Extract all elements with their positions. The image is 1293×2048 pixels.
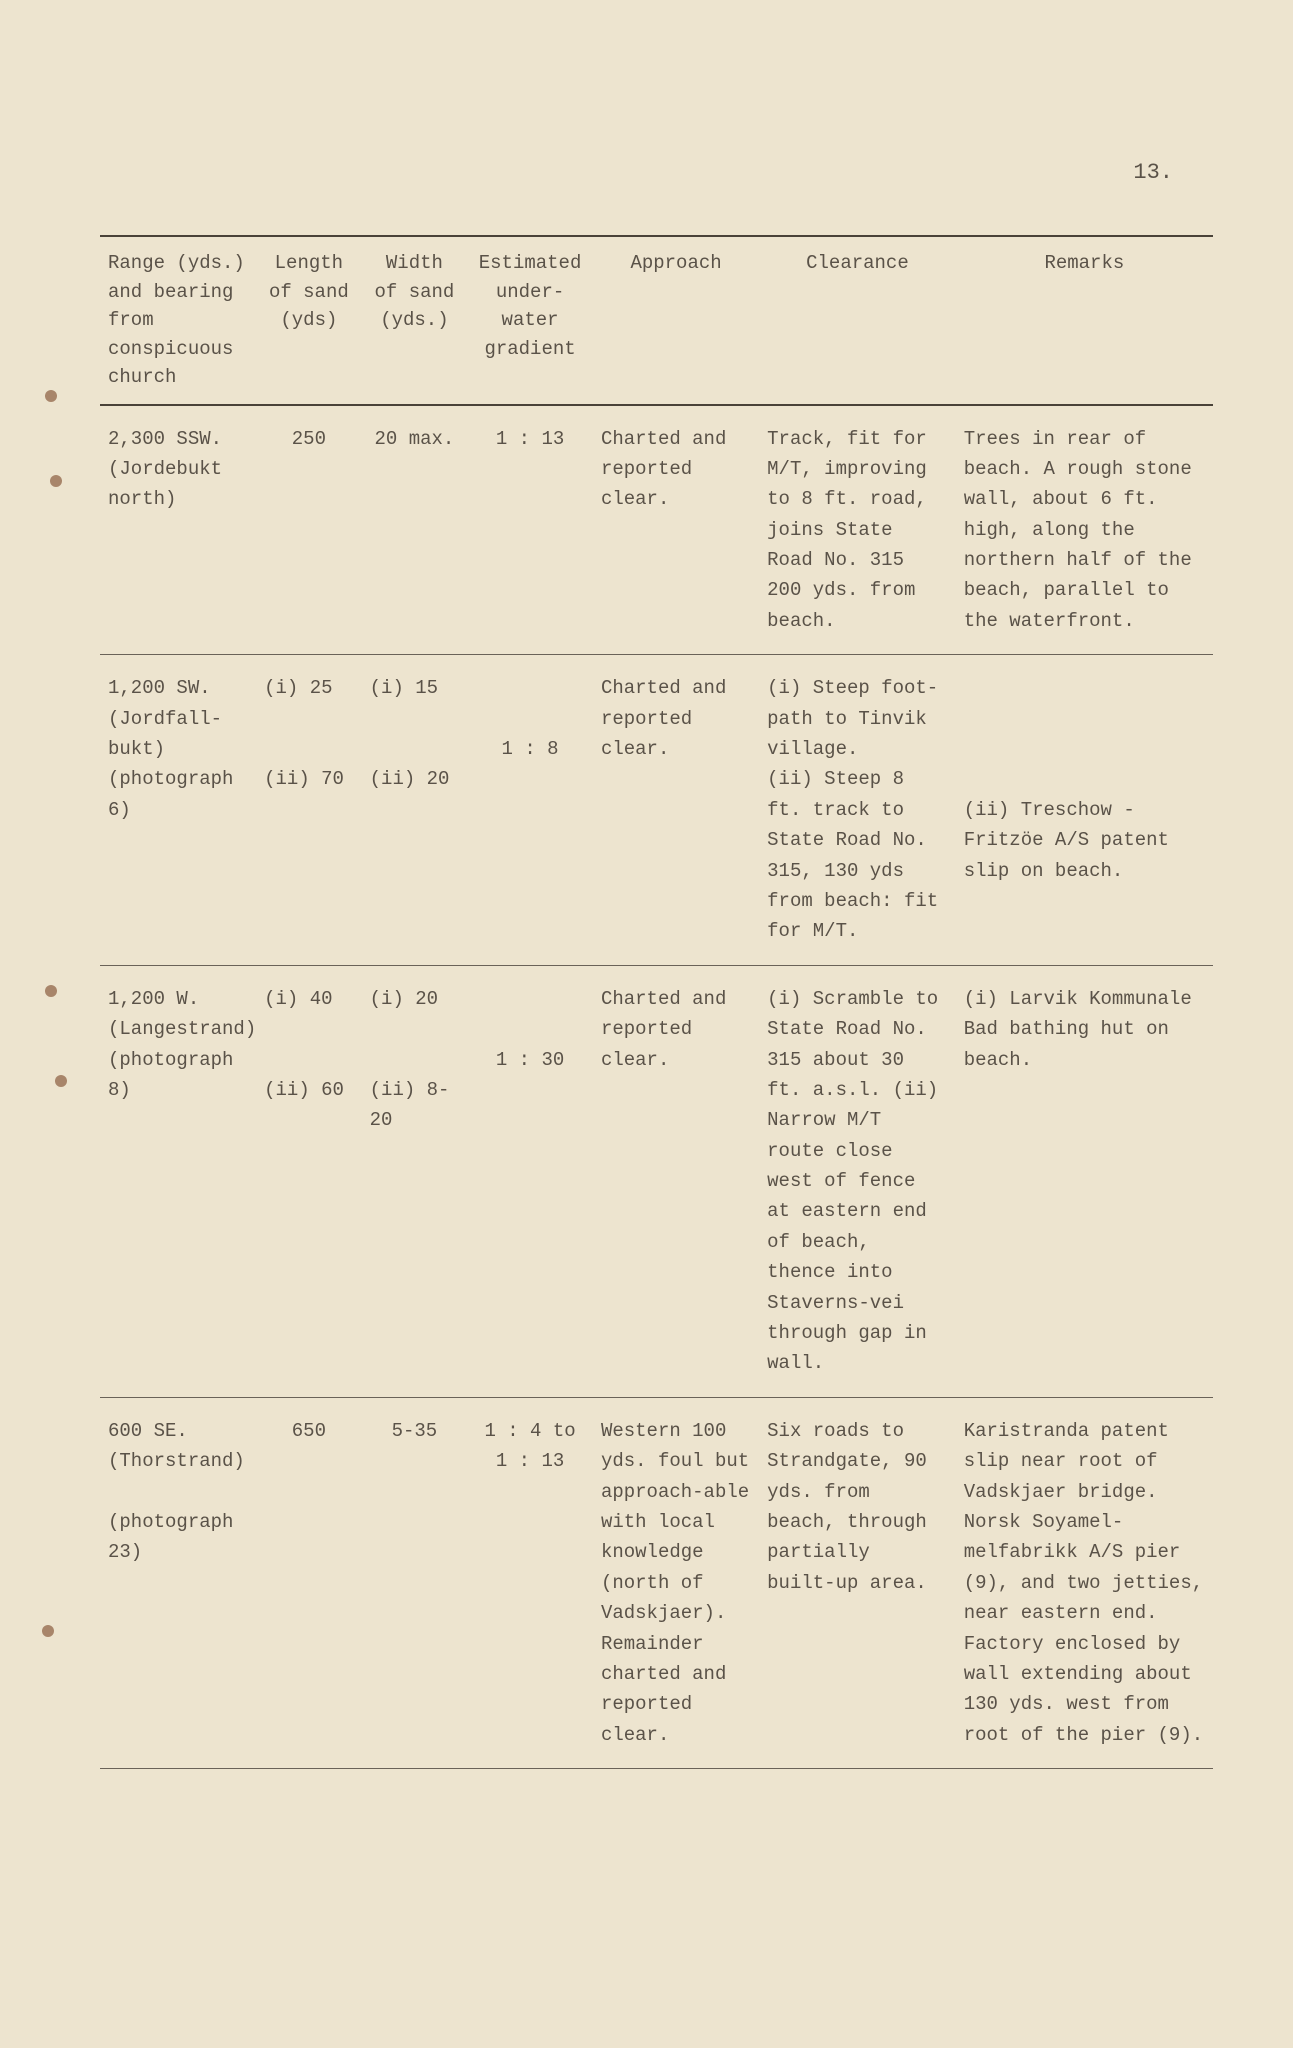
header-range: Range (yds.) and bearing from conspicuou… <box>100 236 256 405</box>
cell-width: 20 max. <box>362 405 468 655</box>
cell-width: 5-35 <box>362 1397 468 1768</box>
hole-punch-mark <box>55 1075 67 1087</box>
hole-punch-mark <box>42 1625 54 1637</box>
cell-range: 600 SE. (Thorstrand) (photograph 23) <box>100 1397 256 1768</box>
document-page: 13. Range (yds.) and bearing from conspi… <box>0 0 1293 2048</box>
cell-clearance: (i) Scramble to State Road No. 315 about… <box>759 965 956 1397</box>
header-clearance: Clearance <box>759 236 956 405</box>
cell-clearance: Track, fit for M/T, improving to 8 ft. r… <box>759 405 956 655</box>
cell-length: (i) 40 (ii) 60 <box>256 965 362 1397</box>
header-remarks: Remarks <box>956 236 1213 405</box>
cell-width: (i) 15 (ii) 20 <box>362 655 468 966</box>
cell-range: 1,200 SW. (Jordfall-bukt) (photograph 6) <box>100 655 256 966</box>
cell-gradient: 1 : 8 <box>467 655 593 966</box>
cell-remarks: (ii) Treschow - Fritzöe A/S patent slip … <box>956 655 1213 966</box>
cell-remarks: Trees in rear of beach. A rough stone wa… <box>956 405 1213 655</box>
header-length: Length of sand (yds) <box>256 236 362 405</box>
cell-length: 650 <box>256 1397 362 1768</box>
cell-range: 1,200 W. (Langestrand) (photograph 8) <box>100 965 256 1397</box>
cell-remarks: (i) Larvik Kommunale Bad bathing hut on … <box>956 965 1213 1397</box>
cell-approach: Charted and reported clear. <box>593 405 759 655</box>
table-body: 2,300 SSW. (Jordebukt north) 250 20 max.… <box>100 405 1213 1769</box>
cell-gradient: 1 : 30 <box>467 965 593 1397</box>
cell-gradient: 1 : 4 to 1 : 13 <box>467 1397 593 1768</box>
table-row: 2,300 SSW. (Jordebukt north) 250 20 max.… <box>100 405 1213 655</box>
cell-clearance: (i) Steep foot-path to Tinvik village. (… <box>759 655 956 966</box>
hole-punch-mark <box>45 390 57 402</box>
beach-data-table: Range (yds.) and bearing from conspicuou… <box>100 235 1213 1769</box>
header-gradient: Estimated under-water gradient <box>467 236 593 405</box>
header-approach: Approach <box>593 236 759 405</box>
cell-length: 250 <box>256 405 362 655</box>
hole-punch-mark <box>45 985 57 997</box>
cell-gradient: 1 : 13 <box>467 405 593 655</box>
cell-clearance: Six roads to Strandgate, 90 yds. from be… <box>759 1397 956 1768</box>
hole-punch-mark <box>50 475 62 487</box>
table-row: 1,200 W. (Langestrand) (photograph 8) (i… <box>100 965 1213 1397</box>
table-header-row: Range (yds.) and bearing from conspicuou… <box>100 236 1213 405</box>
page-number: 13. <box>100 60 1213 185</box>
table-row: 600 SE. (Thorstrand) (photograph 23) 650… <box>100 1397 1213 1768</box>
cell-approach: Western 100 yds. foul but approach-able … <box>593 1397 759 1768</box>
cell-length: (i) 25 (ii) 70 <box>256 655 362 966</box>
cell-approach: Charted and reported clear. <box>593 655 759 966</box>
cell-range: 2,300 SSW. (Jordebukt north) <box>100 405 256 655</box>
cell-approach: Charted and reported clear. <box>593 965 759 1397</box>
cell-remarks: Karistranda patent slip near root of Vad… <box>956 1397 1213 1768</box>
cell-width: (i) 20 (ii) 8-20 <box>362 965 468 1397</box>
header-width: Width of sand (yds.) <box>362 236 468 405</box>
table-row: 1,200 SW. (Jordfall-bukt) (photograph 6)… <box>100 655 1213 966</box>
